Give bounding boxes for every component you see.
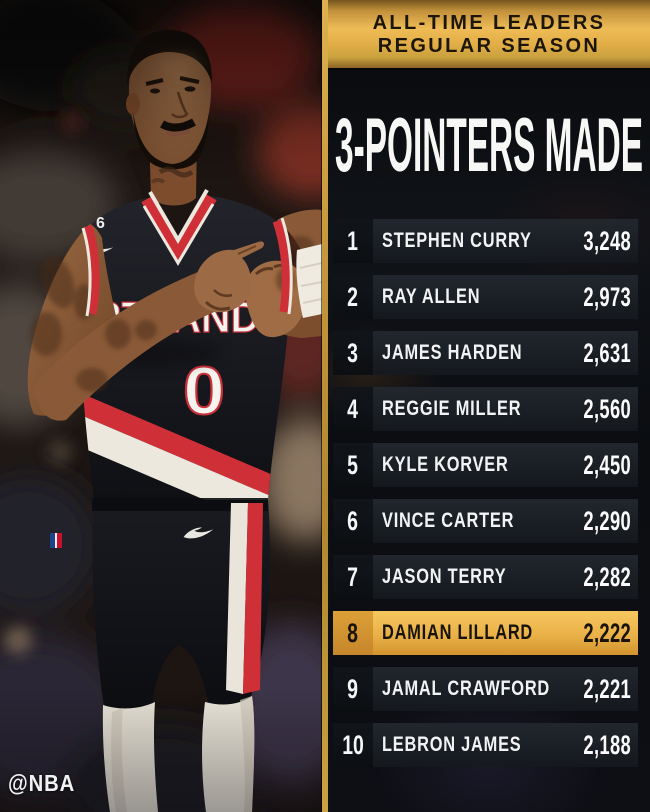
header-line1: ALL-TIME LEADERS bbox=[372, 12, 606, 34]
stat-value: 3,248 bbox=[583, 225, 631, 256]
player-name: LEBRON JAMES bbox=[382, 733, 522, 756]
nba-watermark: @NBA bbox=[8, 770, 76, 796]
stat-value: 2,290 bbox=[583, 505, 631, 536]
rank-cell: 8 bbox=[333, 611, 373, 655]
stat-value: 2,188 bbox=[583, 729, 631, 760]
player-name: JAMAL CRAWFORD bbox=[382, 677, 551, 700]
player-name: JASON TERRY bbox=[382, 565, 507, 588]
player-photo: RTLAND 0 6 bbox=[0, 0, 322, 812]
rank-cell: 4 bbox=[333, 387, 373, 431]
leaderboard-row-highlighted: 8 DAMIAN LILLARD 2,222 bbox=[333, 611, 638, 655]
header-line2: REGULAR SEASON bbox=[377, 35, 601, 57]
rank-cell: 6 bbox=[333, 499, 373, 543]
leaderboard-row: 7 JASON TERRY 2,282 bbox=[333, 555, 638, 599]
leaderboard-row: 10 LEBRON JAMES 2,188 bbox=[333, 723, 638, 767]
leaderboard-row: 4 REGGIE MILLER 2,560 bbox=[333, 387, 638, 431]
player-name: DAMIAN LILLARD bbox=[382, 621, 534, 644]
stat-value: 2,631 bbox=[583, 337, 631, 368]
stat-value: 2,222 bbox=[583, 617, 631, 648]
rank-cell: 1 bbox=[333, 219, 373, 263]
player-name: JAMES HARDEN bbox=[382, 341, 523, 364]
leaderboard-row: 5 KYLE KORVER 2,450 bbox=[333, 443, 638, 487]
leaderboard-row: 9 JAMAL CRAWFORD 2,221 bbox=[333, 667, 638, 711]
player-name: KYLE KORVER bbox=[382, 453, 509, 476]
player-photo-illustration: RTLAND 0 6 bbox=[0, 0, 322, 812]
rank-cell: 7 bbox=[333, 555, 373, 599]
stat-title: 3-POINTERS MADE bbox=[335, 103, 643, 188]
vignette bbox=[0, 0, 322, 812]
rank-cell: 2 bbox=[333, 275, 373, 319]
leaderboard-list: 1 STEPHEN CURRY 3,248 2 RAY ALLEN 2,973 … bbox=[333, 219, 638, 779]
stat-value: 2,560 bbox=[583, 393, 631, 424]
stat-value: 2,221 bbox=[583, 673, 631, 704]
stat-value: 2,973 bbox=[583, 281, 631, 312]
rank-cell: 9 bbox=[333, 667, 373, 711]
player-name: REGGIE MILLER bbox=[382, 397, 522, 420]
rank-cell: 5 bbox=[333, 443, 373, 487]
rank-cell: 10 bbox=[333, 723, 373, 767]
leaderboard-row: 3 JAMES HARDEN 2,631 bbox=[333, 331, 638, 375]
leaderboard-row: 1 STEPHEN CURRY 3,248 bbox=[333, 219, 638, 263]
leaderboard-row: 2 RAY ALLEN 2,973 bbox=[333, 275, 638, 319]
player-name: VINCE CARTER bbox=[382, 509, 515, 532]
panel-header: ALL-TIME LEADERS REGULAR SEASON bbox=[328, 0, 650, 70]
rank-cell: 3 bbox=[333, 331, 373, 375]
player-name: STEPHEN CURRY bbox=[382, 229, 532, 252]
stat-value: 2,282 bbox=[583, 561, 631, 592]
leaderboard-panel: ALL-TIME LEADERS REGULAR SEASON 3-POINTE… bbox=[328, 0, 650, 812]
stat-value: 2,450 bbox=[583, 449, 631, 480]
divider-stripe bbox=[322, 0, 328, 812]
leaderboard-row: 6 VINCE CARTER 2,290 bbox=[333, 499, 638, 543]
player-name: RAY ALLEN bbox=[382, 285, 481, 308]
stat-title-text: 3-POINTERS MADE bbox=[335, 103, 643, 188]
